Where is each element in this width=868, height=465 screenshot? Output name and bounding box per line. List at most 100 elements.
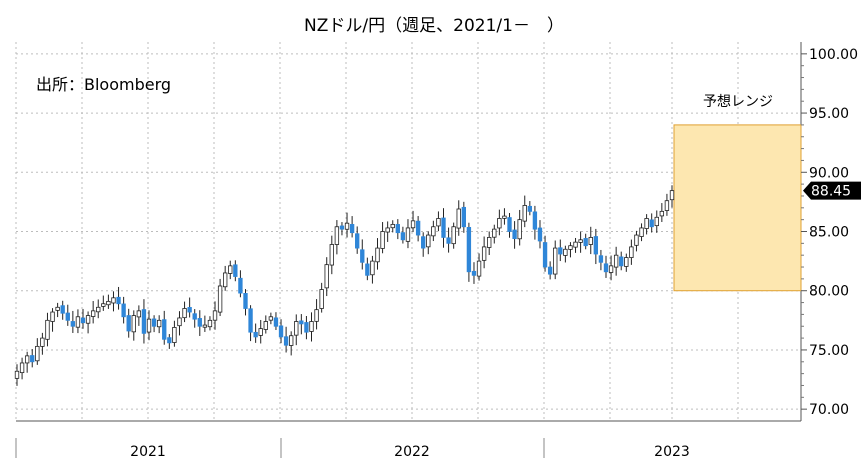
candle (659, 210, 665, 217)
candle (603, 263, 609, 273)
candle (187, 307, 192, 313)
candle (649, 219, 654, 228)
candle (90, 310, 96, 317)
y-tick-label: 80.00 (809, 284, 849, 300)
candle (553, 247, 558, 275)
candle (40, 337, 45, 347)
y-tick-label: 95.00 (809, 106, 849, 122)
candle (182, 308, 187, 319)
y-tick-label: 100.00 (809, 47, 858, 63)
candle (547, 266, 553, 275)
candle (400, 232, 406, 241)
candle (365, 263, 370, 276)
candle (426, 234, 431, 248)
candle (80, 317, 86, 324)
candle (96, 306, 101, 313)
x-axis: 2021 2022 2023 (15, 438, 690, 460)
candle (85, 315, 91, 324)
candle (578, 239, 583, 243)
candle (304, 322, 309, 333)
candle (136, 310, 142, 318)
grid-lines (15, 42, 801, 421)
candle (294, 321, 299, 336)
candle (446, 237, 451, 244)
candle (355, 233, 360, 249)
candle (598, 255, 604, 263)
candle (487, 237, 492, 248)
candle (537, 227, 543, 242)
candle (573, 241, 578, 248)
candle (248, 308, 253, 333)
forecast-range-box (673, 124, 802, 292)
candle (568, 245, 573, 250)
candle (146, 318, 152, 333)
candle (624, 257, 629, 267)
candle (461, 206, 466, 228)
chart-title: NZドル/円（週足、2021/1－ ） (304, 16, 564, 36)
candle (639, 227, 644, 237)
candle (492, 228, 497, 238)
y-axis: 70.00 75.00 80.00 85.00 90.00 95.00 100.00 88.4… (801, 47, 861, 418)
candle (121, 303, 126, 318)
candle (349, 224, 355, 234)
candles (14, 185, 675, 386)
candle (415, 220, 421, 236)
candle (156, 319, 162, 328)
y-tick-label: 75.00 (809, 343, 849, 359)
candle (55, 306, 60, 311)
candle (629, 246, 634, 258)
candle (299, 320, 304, 325)
candle (405, 227, 411, 242)
candle (309, 321, 314, 332)
candle (431, 226, 436, 237)
candle (177, 317, 182, 327)
last-value-tag (803, 181, 861, 200)
candle (314, 309, 319, 322)
candle (50, 311, 55, 322)
candle (30, 355, 35, 363)
candle (19, 362, 25, 374)
candle (532, 211, 538, 230)
candle (466, 226, 472, 273)
candle (151, 318, 157, 327)
candle (324, 264, 329, 289)
candle (436, 218, 441, 227)
candle (253, 331, 258, 338)
candle (238, 277, 243, 294)
candle (131, 315, 136, 333)
candle (390, 223, 395, 229)
candle (613, 254, 619, 268)
candle (385, 227, 390, 233)
candle (451, 226, 456, 245)
candle (644, 218, 649, 229)
candle (344, 222, 350, 230)
candle (502, 215, 507, 219)
candle (370, 260, 375, 276)
candle (593, 236, 599, 255)
forecast-range (673, 124, 802, 292)
candle (45, 319, 50, 340)
candle (162, 319, 167, 340)
candle (172, 327, 177, 343)
candle (619, 256, 624, 267)
candle (380, 231, 385, 249)
candle (60, 305, 65, 314)
y-tick-label: 90.00 (809, 165, 849, 181)
candle (456, 208, 461, 229)
candle (334, 226, 340, 245)
x-tick-label: 2022 (394, 444, 430, 460)
candle (126, 315, 131, 332)
candle (273, 317, 279, 327)
candle (141, 309, 147, 334)
candle (507, 217, 512, 232)
candle (421, 236, 426, 249)
candle (517, 219, 522, 240)
candle (258, 328, 263, 336)
candle (217, 285, 223, 313)
candle (339, 225, 345, 230)
candle (278, 325, 284, 338)
candle (268, 316, 274, 321)
candle (111, 297, 116, 304)
candle (243, 293, 248, 309)
candle (202, 324, 208, 328)
